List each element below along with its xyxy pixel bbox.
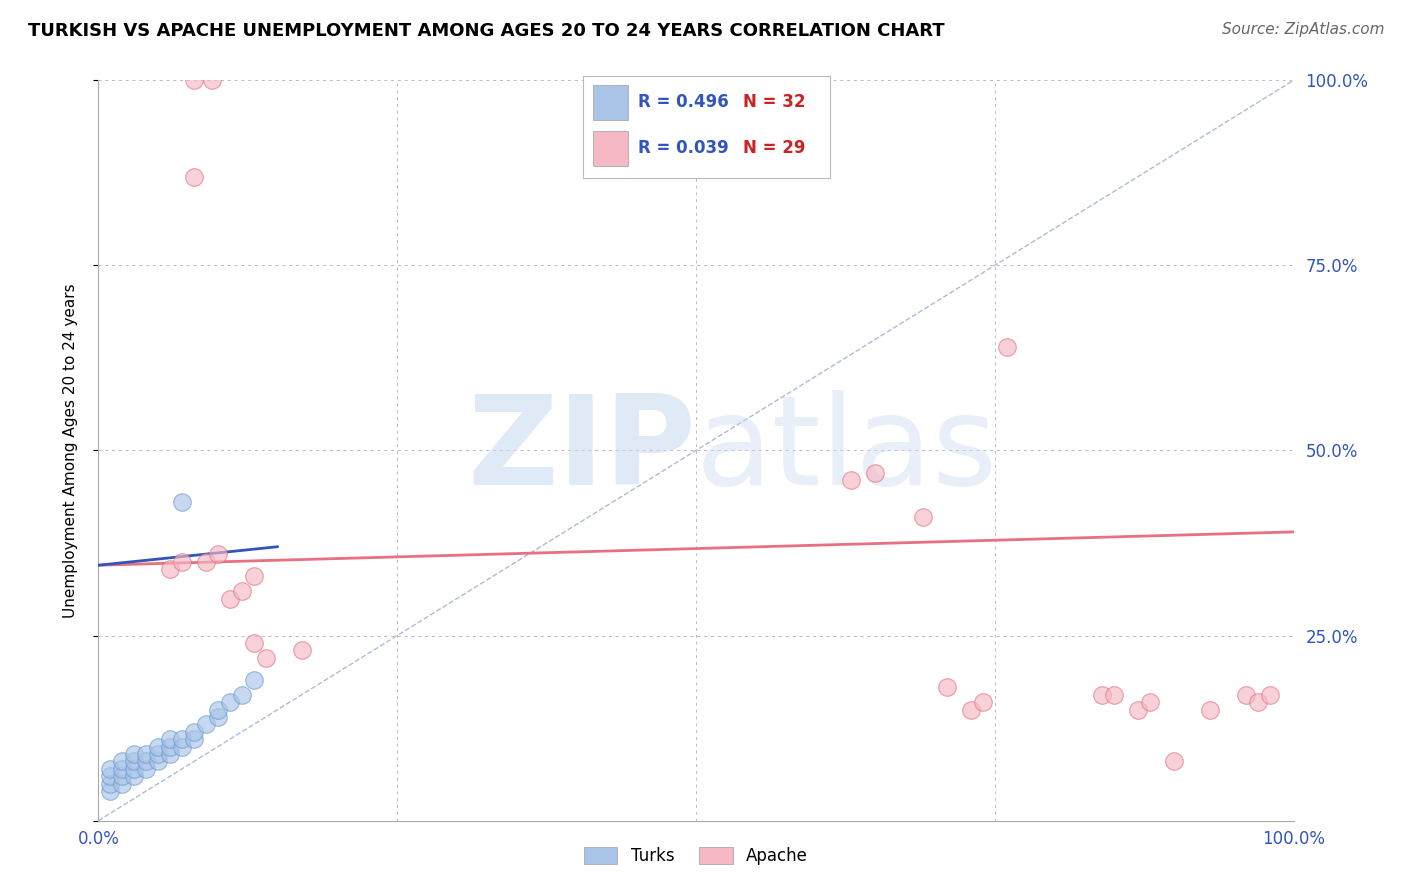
Point [1139, 695, 1161, 709]
Point [865, 466, 887, 480]
Point [231, 584, 253, 599]
Point [1163, 755, 1185, 769]
Point [172, 732, 194, 747]
Point [1199, 703, 1222, 717]
Point [995, 340, 1018, 354]
Point [183, 73, 205, 87]
Point [159, 747, 181, 761]
Point [254, 650, 277, 665]
Point [207, 710, 229, 724]
Point [135, 747, 157, 761]
Point [1104, 688, 1126, 702]
Text: R = 0.496: R = 0.496 [638, 93, 728, 111]
Point [98, 762, 122, 776]
Point [243, 673, 266, 687]
Point [183, 732, 205, 747]
Point [219, 695, 242, 709]
Point [159, 562, 181, 576]
Point [972, 695, 994, 709]
Point [960, 703, 983, 717]
Point [195, 717, 218, 731]
Point [111, 762, 134, 776]
Text: Source: ZipAtlas.com: Source: ZipAtlas.com [1222, 22, 1385, 37]
Point [1091, 688, 1114, 702]
Point [111, 755, 134, 769]
FancyBboxPatch shape [593, 85, 627, 120]
Point [111, 769, 134, 783]
Text: N = 32: N = 32 [744, 93, 806, 111]
Point [183, 724, 205, 739]
Point [219, 591, 242, 606]
Point [243, 636, 266, 650]
FancyBboxPatch shape [593, 131, 627, 166]
Point [172, 739, 194, 754]
Point [911, 510, 934, 524]
Point [1258, 688, 1281, 702]
Legend: Turks, Apache: Turks, Apache [578, 840, 814, 871]
Point [98, 776, 122, 791]
Point [207, 547, 229, 561]
Point [1234, 688, 1257, 702]
Point [243, 569, 266, 583]
Point [841, 473, 863, 487]
Point [1247, 695, 1270, 709]
Text: ZIP: ZIP [467, 390, 696, 511]
Point [207, 703, 229, 717]
Text: TURKISH VS APACHE UNEMPLOYMENT AMONG AGES 20 TO 24 YEARS CORRELATION CHART: TURKISH VS APACHE UNEMPLOYMENT AMONG AGE… [28, 22, 945, 40]
Point [98, 769, 122, 783]
Point [135, 762, 157, 776]
Point [124, 755, 146, 769]
Text: N = 29: N = 29 [744, 139, 806, 157]
Point [195, 555, 218, 569]
Y-axis label: Unemployment Among Ages 20 to 24 years: Unemployment Among Ages 20 to 24 years [63, 283, 77, 618]
Point [936, 681, 959, 695]
Point [148, 739, 170, 754]
Point [148, 755, 170, 769]
Point [124, 762, 146, 776]
Point [124, 769, 146, 783]
Point [1128, 703, 1150, 717]
Point [291, 643, 314, 657]
Point [111, 776, 134, 791]
Point [124, 747, 146, 761]
Text: atlas: atlas [696, 390, 998, 511]
Point [172, 495, 194, 509]
Point [159, 739, 181, 754]
Point [135, 755, 157, 769]
Point [172, 555, 194, 569]
Point [201, 73, 224, 87]
Point [231, 688, 253, 702]
Point [159, 732, 181, 747]
Point [183, 169, 205, 184]
Point [148, 747, 170, 761]
Point [98, 784, 122, 798]
Text: R = 0.039: R = 0.039 [638, 139, 728, 157]
